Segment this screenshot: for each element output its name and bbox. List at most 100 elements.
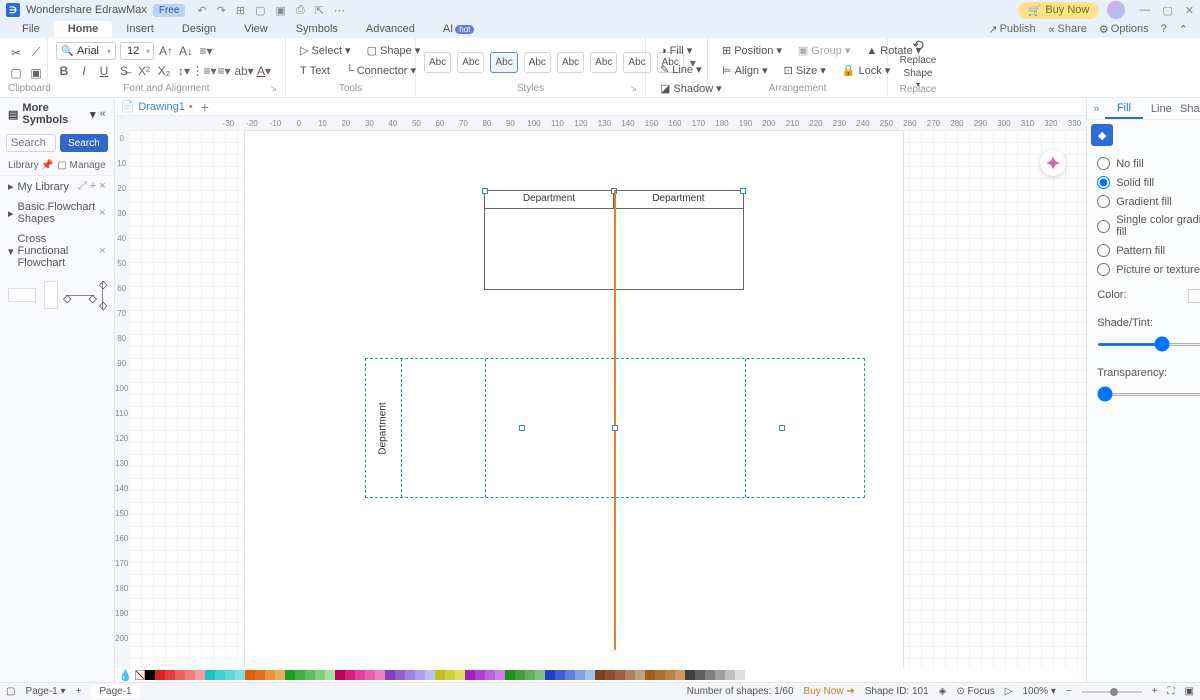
color-swatch[interactable] [255,670,265,680]
zoom-slider[interactable] [1082,691,1142,693]
swimlane-horizontal[interactable]: Department [365,358,865,498]
paste-icon[interactable]: ▣ [28,65,44,81]
style-3[interactable]: Abc [490,52,517,73]
style-6[interactable]: Abc [590,52,617,73]
add-page-button[interactable]: + [76,686,82,697]
color-swatch[interactable] [485,670,495,680]
spacing-icon[interactable]: ab▾ [236,63,252,79]
color-swatch[interactable] [195,670,205,680]
color-swatch[interactable] [635,670,645,680]
italic-icon[interactable]: I [76,63,92,79]
more-symbols-header[interactable]: ▤More Symbols▾ « [0,98,114,130]
color-swatch[interactable] [215,670,225,680]
manage-button[interactable]: ▢ Manage [57,160,105,171]
close-icon[interactable]: ✕ [1185,4,1194,17]
zoom-out-button[interactable]: − [1066,686,1072,697]
color-swatch[interactable] [445,670,455,680]
text-direction-icon[interactable]: ↕▾ [176,63,192,79]
share-button[interactable]: ∝ Share [1048,23,1087,36]
color-swatch[interactable] [595,670,605,680]
radio-pattern-fill[interactable]: Pattern fill [1097,241,1200,260]
expand-icon[interactable]: ⤢ [78,180,87,192]
style-1[interactable]: Abc [424,52,451,73]
decrease-font-icon[interactable]: A↓ [178,43,194,59]
page-dropdown[interactable]: Page-1 ▾ [25,686,65,697]
style-2[interactable]: Abc [457,52,484,73]
color-swatch[interactable] [665,670,675,680]
color-swatch[interactable] [355,670,365,680]
fill-mode-icon[interactable]: ◆ [1091,124,1113,146]
shape-vertical-swimlane[interactable] [44,281,58,309]
group-button[interactable]: ▣ Group▾ [792,42,857,59]
color-swatch[interactable] [435,670,445,680]
color-swatch[interactable] [735,670,745,680]
color-swatch[interactable] [165,670,175,680]
color-swatch[interactable] [335,670,345,680]
menu-insert[interactable]: Insert [112,21,168,37]
radio-single-gradient[interactable]: Single color gradient fill [1097,211,1200,241]
color-swatch[interactable] [645,670,655,680]
color-swatch[interactable] [155,670,165,680]
symbol-search-button[interactable]: Search [60,134,108,152]
select-tool[interactable]: ▷ Select▾ [294,42,357,59]
shape-separator-v[interactable]: ◇◇ [102,281,103,309]
publish-button[interactable]: ↗ Publish [988,23,1035,36]
layers-icon[interactable]: ◈ [939,686,947,697]
zoom-label[interactable]: 100% ▾ [1022,686,1055,697]
color-swatch[interactable] [655,670,665,680]
export-icon[interactable]: ⇱ [315,4,324,17]
color-swatch[interactable] [455,670,465,680]
radio-texture-fill[interactable]: Picture or texture fill [1097,260,1200,279]
presentation-icon[interactable]: ▷ [1005,686,1013,697]
color-swatch[interactable] [385,670,395,680]
color-swatch[interactable] [345,670,355,680]
font-name-select[interactable]: 🔍Arial▾ [56,42,116,60]
color-swatch[interactable] [295,670,305,680]
color-swatch[interactable] [495,670,505,680]
color-swatch[interactable] [175,670,185,680]
cross-functional-section[interactable]: ▾Cross Functional Flowchart× [0,229,114,273]
minimize-icon[interactable]: — [1139,4,1150,17]
color-swatch[interactable] [695,670,705,680]
page-tab[interactable]: Page-1 [91,685,139,698]
panel-tab-fill[interactable]: Fill [1105,99,1142,119]
menu-ai[interactable]: AIhot [429,21,489,37]
strike-icon[interactable]: S̶ [116,63,132,79]
radio-gradient-fill[interactable]: Gradient fill [1097,192,1200,211]
fill-color-well[interactable] [1188,289,1200,303]
color-swatch[interactable] [145,670,155,680]
font-color-icon[interactable]: A▾ [256,63,272,79]
copy-icon[interactable]: ▢ [8,65,24,81]
color-swatch[interactable] [545,670,555,680]
radio-no-fill[interactable]: No fill [1097,154,1200,173]
panel-tab-line[interactable]: Line [1143,100,1180,118]
color-swatch[interactable] [705,670,715,680]
color-swatch[interactable] [265,670,275,680]
my-library-section[interactable]: ▸My Library ⤢ + × [0,176,114,197]
cut-icon[interactable]: ✂ [8,45,24,61]
assistant-button[interactable] [1040,150,1066,176]
close-section-icon[interactable]: × [99,245,105,257]
menu-file[interactable]: File [8,21,54,37]
zoom-in-button[interactable]: + [1152,686,1158,697]
user-avatar[interactable] [1107,1,1125,19]
menu-view[interactable]: View [230,21,282,37]
numbering-icon[interactable]: ≡▾ [216,63,232,79]
menu-design[interactable]: Design [168,21,230,37]
lane-header-3[interactable]: Department [366,359,402,497]
color-swatch[interactable] [725,670,735,680]
bold-icon[interactable]: B [56,63,72,79]
increase-font-icon[interactable]: A↑ [158,43,174,59]
color-swatch[interactable] [365,670,375,680]
subscript-icon[interactable]: X₂ [156,63,172,79]
color-swatch[interactable] [675,670,685,680]
color-swatch[interactable] [515,670,525,680]
collapse-ribbon-icon[interactable]: ⌃ [1179,23,1188,36]
color-swatch[interactable] [505,670,515,680]
color-swatch[interactable] [235,670,245,680]
radio-solid-fill[interactable]: Solid fill [1097,173,1200,192]
new-icon[interactable]: ⊞ [236,4,245,17]
panel-tab-shadow[interactable]: Shadow [1180,100,1200,118]
color-swatch[interactable] [225,670,235,680]
position-button[interactable]: ⊞ Position▾ [716,42,788,59]
